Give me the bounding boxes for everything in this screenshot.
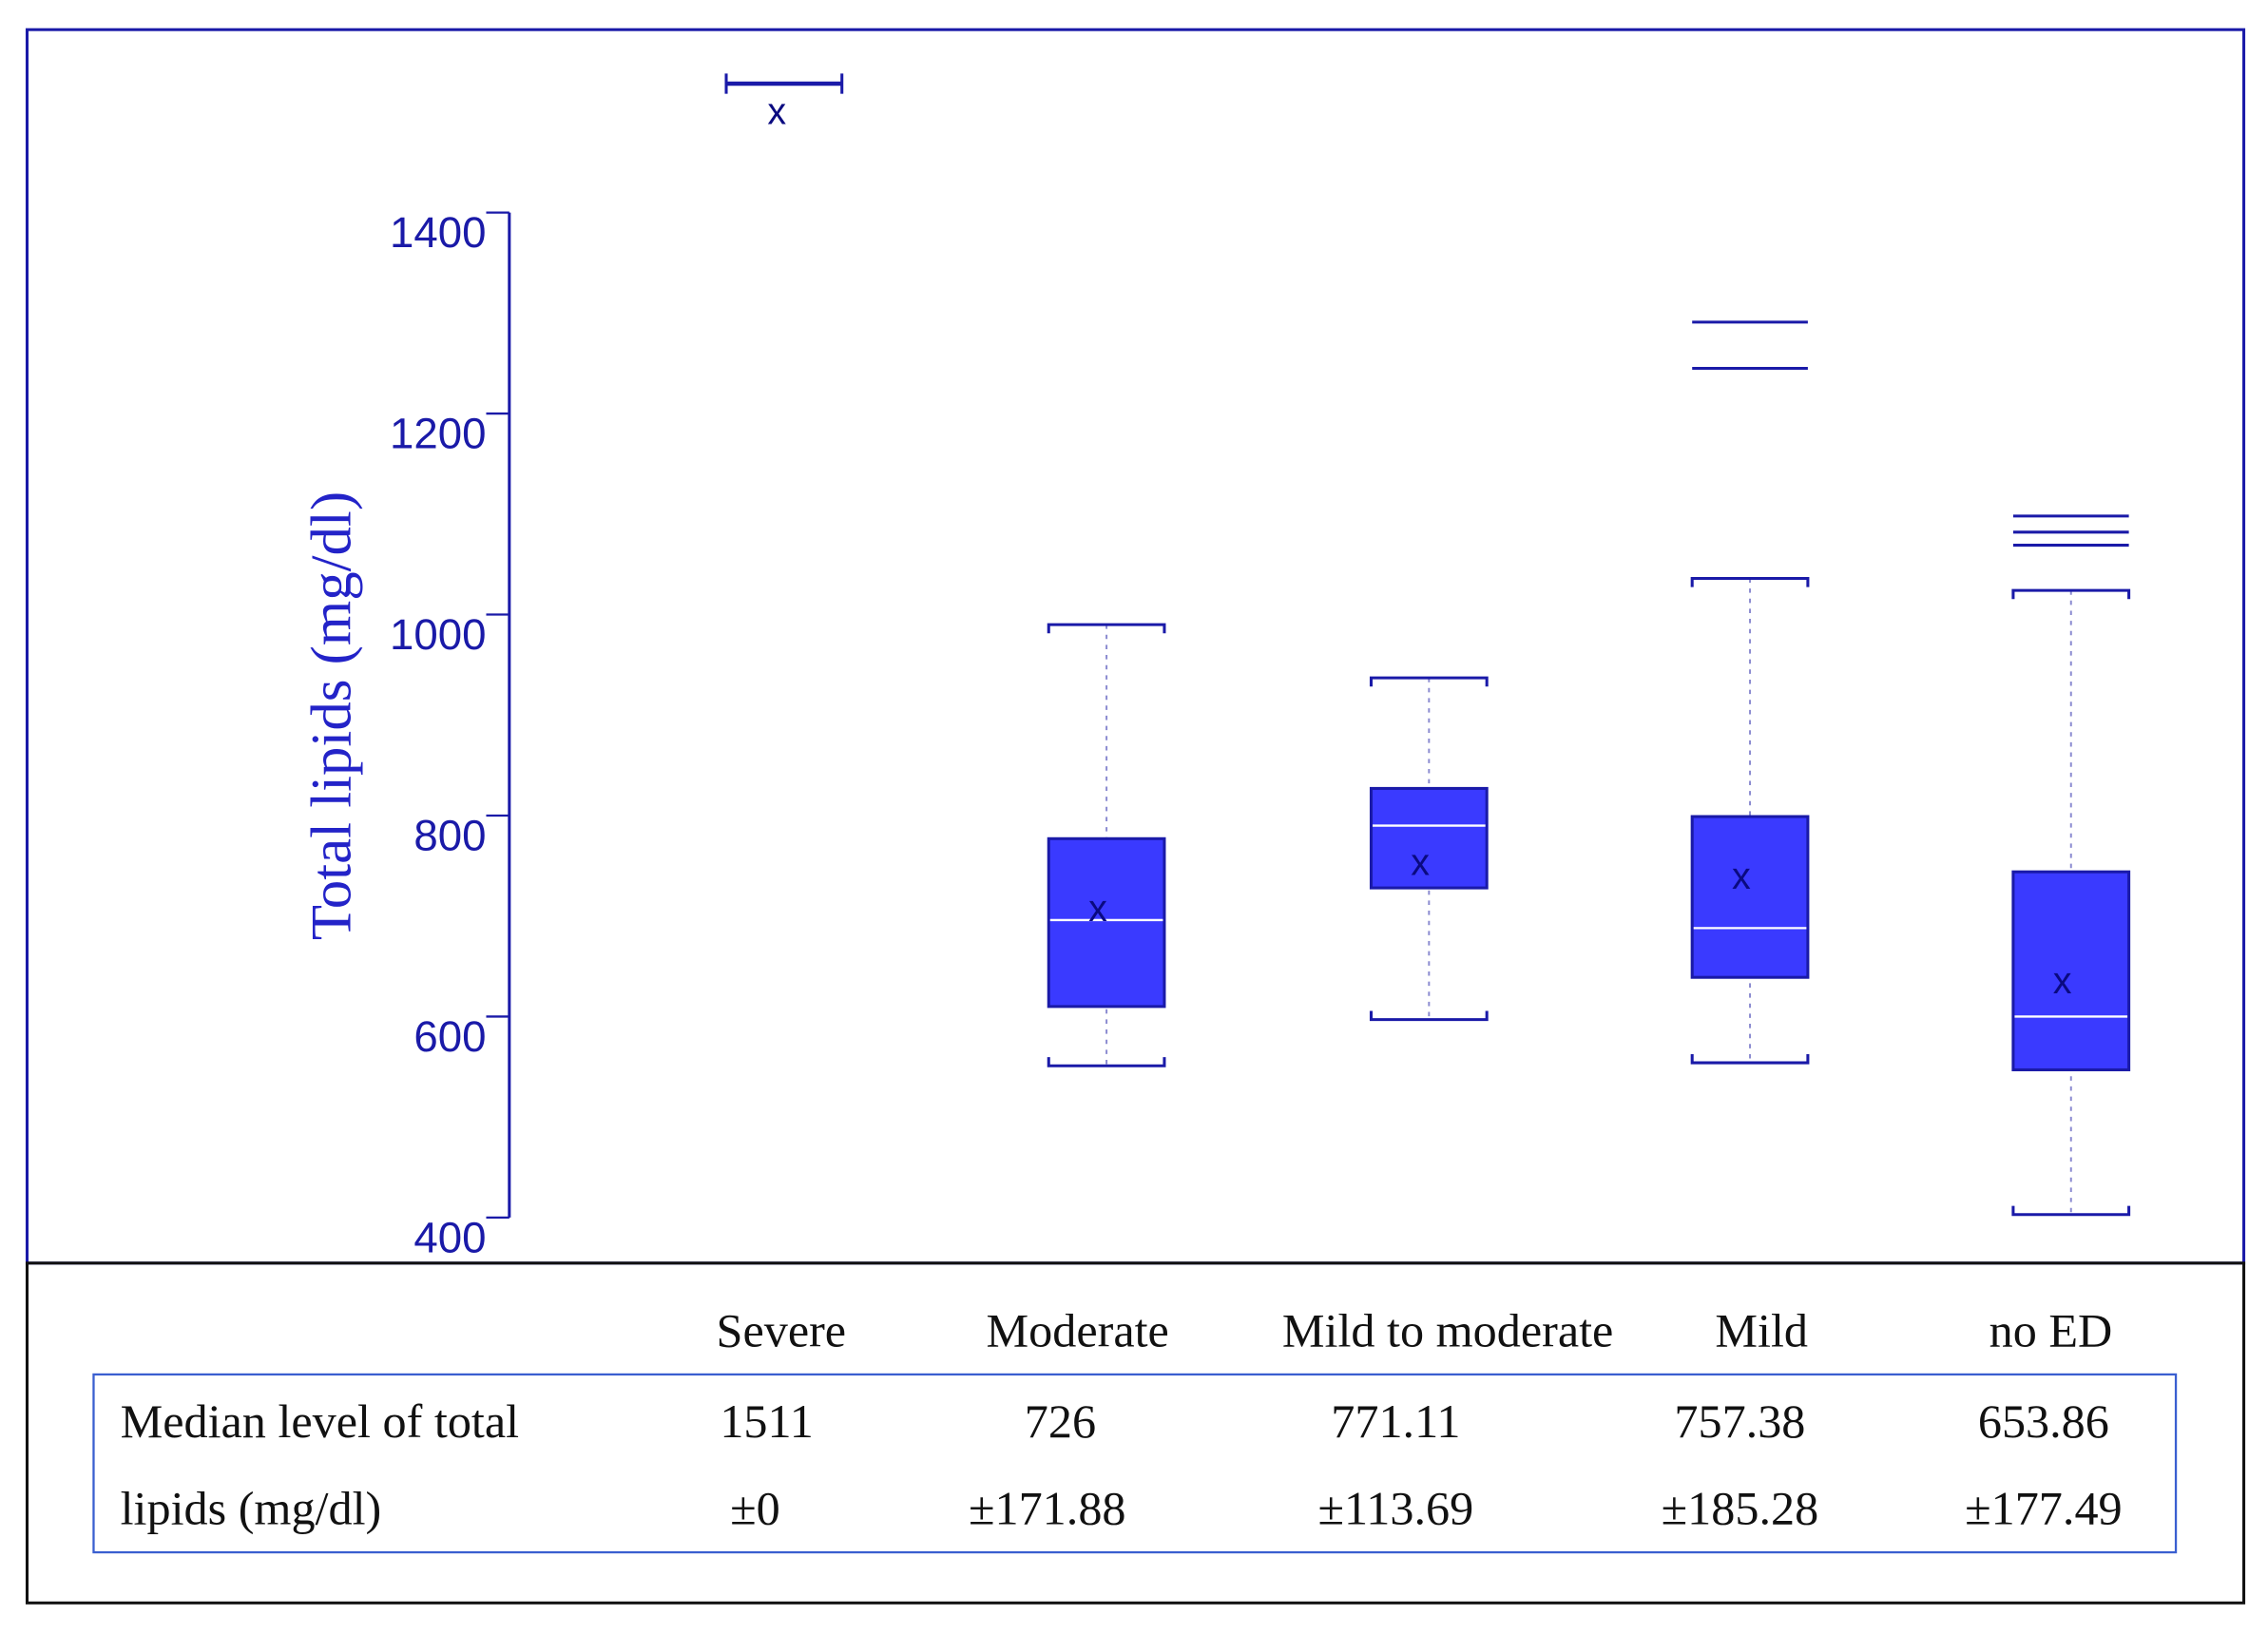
- mean-marker: x: [2053, 960, 2072, 1002]
- deviation-value: ±171.88: [969, 1481, 1126, 1534]
- deviation-value: ±177.49: [1965, 1481, 2123, 1534]
- upper-whisker-cap: [1047, 623, 1166, 634]
- box-moderate: x: [1047, 623, 1166, 1067]
- lower-whisker-cap: [2011, 1205, 2131, 1217]
- deviation-value: ±0: [730, 1481, 780, 1534]
- mean-marker: x: [1411, 841, 1430, 883]
- median-value: 726: [1025, 1394, 1096, 1448]
- median-value: 771.11: [1331, 1394, 1460, 1448]
- iqr-box: [1047, 836, 1166, 1009]
- y-axis: 400 600 800 1000 1200 1400: [390, 208, 511, 1261]
- upper-whisker-cap: [2011, 588, 2131, 600]
- table-data-box: [92, 1373, 2178, 1554]
- column-header: Mild to moderate: [1282, 1303, 1613, 1356]
- mean-marker: x: [1732, 855, 1751, 897]
- box-severe: x: [724, 73, 844, 133]
- column-header: Mild: [1715, 1303, 1808, 1356]
- iqr-box: [1369, 786, 1489, 890]
- y-tick-label: 800: [413, 811, 486, 859]
- upper-whisker-cap: [1690, 576, 1810, 587]
- mean-marker: x: [1088, 888, 1107, 930]
- lower-whisker-cap: [1047, 1057, 1166, 1067]
- box-no-ed: x: [2011, 514, 2131, 1217]
- y-tick-label: 400: [413, 1213, 486, 1261]
- row-label-line2: lipids (mg/dl): [121, 1481, 382, 1534]
- median-value: 653.86: [1978, 1394, 2109, 1448]
- lower-whisker-cap: [1369, 1010, 1489, 1022]
- lower-whisker-cap: [1690, 1053, 1810, 1065]
- column-header: Moderate: [987, 1303, 1169, 1356]
- table-frame: [25, 1261, 2246, 1605]
- y-tick-label: 600: [413, 1012, 486, 1061]
- iqr-box: [2011, 870, 2131, 1071]
- median-value: 1511: [720, 1394, 814, 1448]
- box-mild-to-moderate: x: [1369, 676, 1489, 1022]
- y-tick-label: 1000: [390, 610, 487, 659]
- boxes: x x x x x: [724, 73, 2131, 1217]
- y-axis-label: Total lipids (mg/dl): [299, 491, 363, 940]
- y-tick-label: 1400: [390, 208, 487, 257]
- iqr-box: [1690, 815, 1810, 979]
- row-label-line1: Median level of total: [121, 1394, 520, 1448]
- deviation-value: ±113.69: [1317, 1481, 1473, 1534]
- mean-marker: x: [767, 91, 786, 133]
- median-value: 757.38: [1674, 1394, 1805, 1448]
- summary-table: Median level of total lipids (mg/dl) Sev…: [121, 1303, 2123, 1534]
- column-header: Severe: [717, 1303, 847, 1356]
- y-tick-label: 1200: [390, 410, 487, 458]
- column-header: no ED: [1989, 1303, 2113, 1356]
- upper-whisker-cap: [1369, 676, 1489, 687]
- box-mild: x: [1690, 320, 1810, 1065]
- deviation-value: ±185.28: [1662, 1481, 1819, 1534]
